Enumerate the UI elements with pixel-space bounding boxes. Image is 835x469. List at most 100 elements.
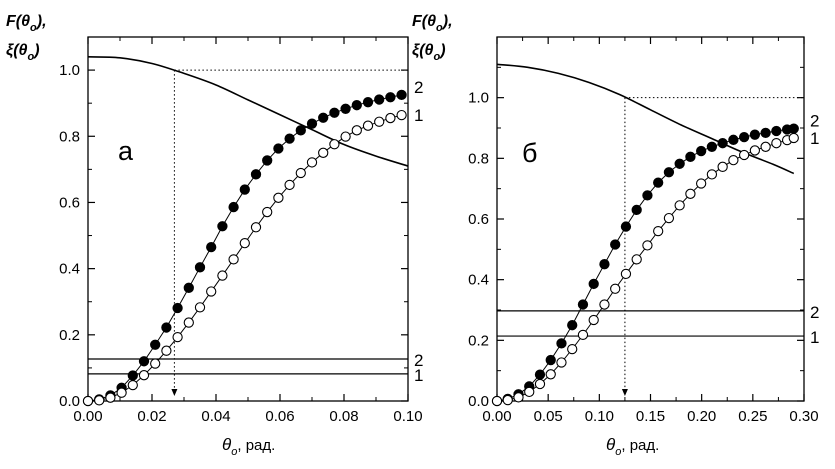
series-2-point — [172, 302, 183, 314]
series-1-point — [374, 116, 385, 127]
series-2-point — [127, 370, 138, 381]
series-2-point — [696, 145, 707, 157]
series-1-point — [588, 314, 599, 326]
marker-arrowhead — [171, 389, 178, 396]
series-2-point — [738, 131, 750, 143]
series-2-point — [567, 320, 578, 331]
series-2-point — [295, 125, 306, 136]
series-1-point — [262, 206, 273, 218]
x-tick-label: 0.10 — [393, 408, 422, 425]
series-1-point — [94, 395, 105, 406]
series-1-point — [599, 299, 610, 310]
y-axis-title-line1: F(θo), — [6, 13, 47, 34]
series-1-point — [717, 161, 728, 172]
series-1-point — [362, 120, 374, 131]
y-tick-label: 0.2 — [468, 332, 489, 349]
series-1-point — [642, 240, 653, 251]
x-tick-label: 0.08 — [329, 408, 358, 425]
series-1-point — [771, 138, 782, 149]
series-F-curve — [496, 63, 795, 175]
series-1-point — [329, 139, 340, 150]
x-tick-label: 0.06 — [265, 408, 294, 425]
y-tick-label: 0.8 — [59, 128, 80, 145]
series-1-point — [567, 343, 578, 355]
x-tick-label: 0.30 — [789, 408, 818, 425]
series-1-point — [502, 394, 513, 406]
x-tick-label: 0.00 — [73, 408, 102, 425]
series-2-point — [545, 354, 556, 366]
series-2-point — [685, 151, 696, 162]
series-1-point — [610, 283, 621, 294]
threshold-label-2: 2 — [414, 351, 423, 370]
series-2-point — [228, 201, 239, 213]
threshold-label-1: 1 — [810, 328, 819, 347]
series-label-1: 1 — [810, 129, 819, 148]
series-2-point — [340, 103, 351, 114]
series-2-point — [161, 322, 172, 333]
series-1-point — [306, 157, 318, 168]
series-1-point — [749, 145, 761, 156]
series-1-point — [318, 147, 329, 158]
series-1-point — [556, 357, 567, 368]
series-2-point — [374, 94, 385, 105]
x-tick-label: 0.15 — [636, 408, 665, 425]
series-label-1: 1 — [414, 106, 423, 125]
series-2-point — [642, 190, 653, 201]
series-2-point — [749, 129, 761, 140]
series-2-point — [728, 134, 739, 145]
series-2-point — [351, 100, 362, 111]
series-2-point — [396, 89, 407, 101]
series-2-point — [663, 167, 675, 178]
series-2-point — [599, 259, 610, 270]
series-1-point — [150, 358, 161, 369]
x-axis-title: θo, рад. — [606, 435, 659, 458]
series-1-point — [685, 188, 696, 199]
series-2-point — [206, 241, 217, 253]
series-1-point — [172, 331, 183, 343]
series-2-point — [674, 158, 685, 169]
y-axis-title-line1: F(θo), — [412, 13, 453, 34]
series-1-point — [706, 169, 718, 180]
series-2-point — [183, 282, 194, 293]
series-1-point — [760, 141, 771, 152]
series-1-point — [385, 112, 396, 124]
series-2-point — [631, 204, 642, 216]
x-axis-title: θo, рад. — [222, 435, 275, 458]
x-tick-label: 0.00 — [482, 408, 511, 425]
series-1-point — [631, 254, 642, 265]
series-1-point — [728, 155, 739, 166]
threshold-label-2: 2 — [810, 303, 819, 322]
series-1-point — [545, 369, 556, 380]
plot-frame — [496, 36, 805, 402]
series-2-point — [150, 339, 161, 350]
series-2-point — [362, 97, 374, 108]
series-1-point — [217, 270, 228, 281]
y-tick-label: 0.6 — [468, 211, 489, 228]
series-2-point — [760, 127, 771, 139]
series-1-point — [295, 167, 306, 179]
y-tick-label: 0.2 — [59, 327, 80, 344]
series-2-point — [653, 177, 664, 188]
series-2-point — [577, 299, 589, 310]
x-tick-label: 0.10 — [585, 408, 614, 425]
x-tick-label: 0.20 — [687, 408, 716, 425]
series-1-point — [194, 302, 206, 313]
series-1-point — [788, 132, 799, 144]
series-1-point — [340, 131, 351, 142]
series-2-point — [771, 125, 782, 137]
series-1-point — [620, 268, 632, 280]
series-1-point — [663, 212, 675, 224]
series-label-2: 2 — [810, 112, 819, 131]
series-1-line — [87, 114, 402, 402]
series-1-point — [138, 370, 150, 381]
series-2-point — [273, 143, 284, 154]
series-2-point — [706, 141, 718, 152]
series-2-point — [284, 133, 295, 144]
series-1-point — [127, 379, 138, 391]
series-1-point — [674, 200, 685, 211]
series-1-point — [116, 387, 127, 398]
series-1-point — [250, 222, 262, 233]
series-2-point — [788, 123, 799, 134]
y-axis-title-line2: ξ(θo) — [6, 42, 40, 63]
series-1-point — [396, 109, 407, 121]
